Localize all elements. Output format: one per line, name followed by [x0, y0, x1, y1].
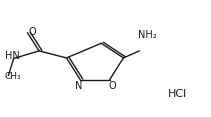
Text: HN: HN — [5, 51, 20, 61]
Text: O: O — [108, 81, 116, 91]
Text: CH₃: CH₃ — [4, 72, 21, 81]
Text: HCl: HCl — [168, 89, 187, 99]
Text: O: O — [29, 27, 37, 37]
Text: NH₂: NH₂ — [138, 30, 157, 40]
Text: N: N — [76, 81, 83, 91]
